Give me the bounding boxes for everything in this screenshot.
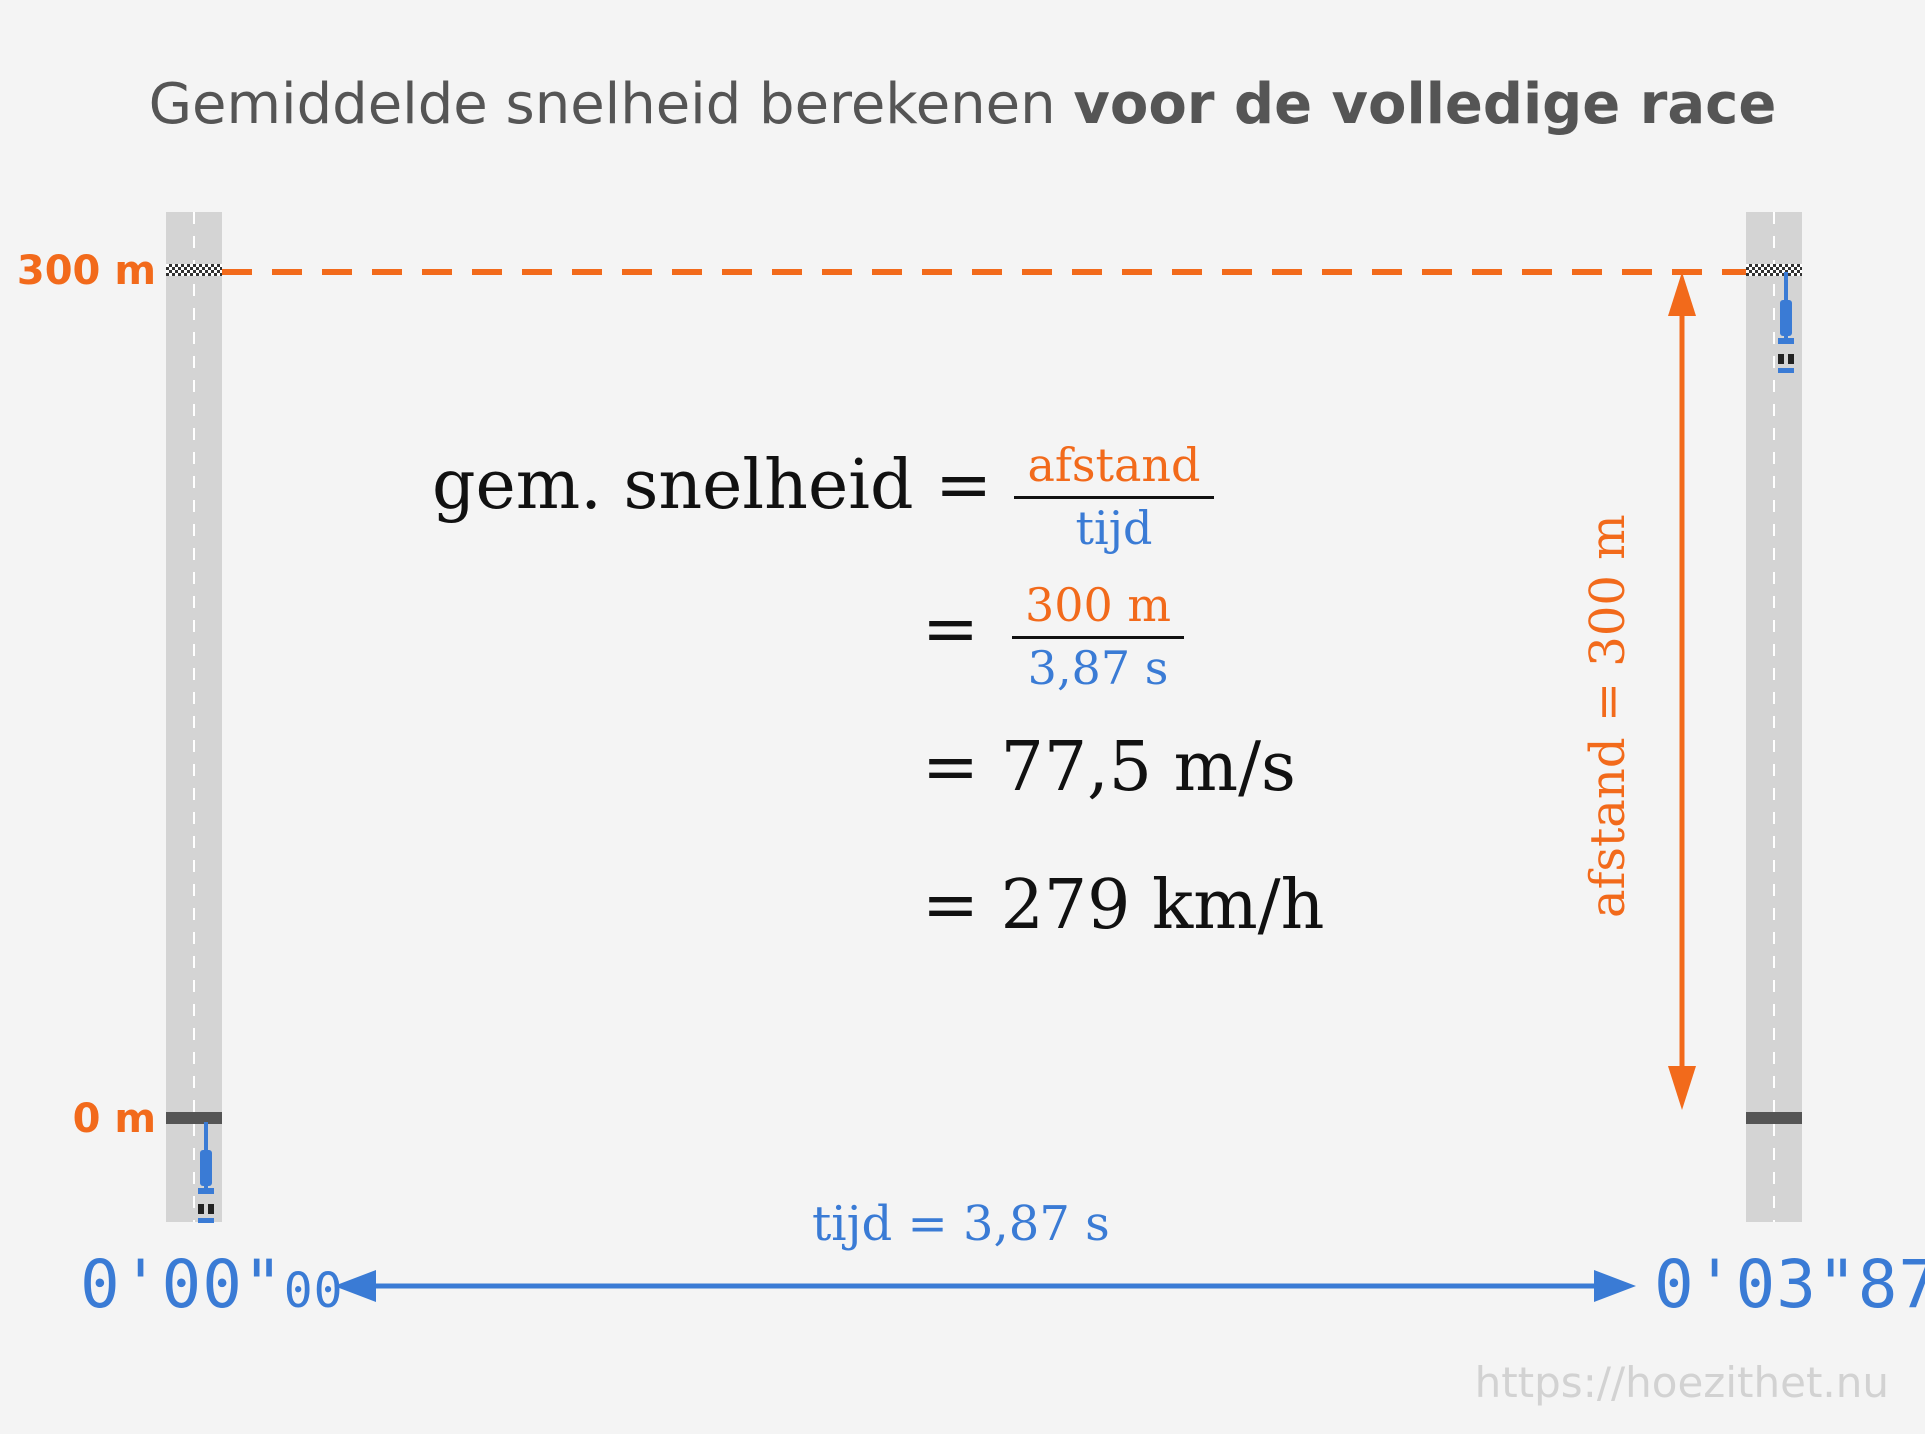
right-track: [1746, 212, 1802, 1222]
formula-lhs: gem. snelheid =: [432, 446, 993, 525]
time-label: tijd = 3,87 s: [812, 1196, 1110, 1252]
left-start-line: [166, 1112, 222, 1124]
formula-eq-2: =: [922, 590, 979, 669]
clock-start: 0'00"00: [80, 1246, 343, 1323]
clock-start-small: 00: [283, 1263, 344, 1319]
title-bold: voor de volledige race: [1073, 72, 1777, 137]
fraction-values-denominator: 3,87 s: [1027, 641, 1169, 695]
clock-start-main: 0'00": [80, 1246, 284, 1323]
fraction-definition-bar: [1014, 496, 1214, 499]
watermark: https://hoezithet.nu: [1474, 1358, 1889, 1407]
car-finish-icon: [1778, 272, 1794, 373]
time-arrow-head-right: [1594, 1270, 1636, 1302]
distance-label: afstand = 300 m: [1580, 514, 1636, 918]
clock-end-main: 0'03": [1654, 1246, 1858, 1323]
distance-arrow-head-top: [1668, 272, 1696, 316]
right-lane-dashes: [1773, 212, 1775, 1222]
title-normal: Gemiddelde snelheid berekenen: [148, 72, 1074, 137]
fraction-values-bar: [1012, 636, 1184, 639]
car-start-icon: [198, 1122, 214, 1223]
page-title: Gemiddelde snelheid berekenen voor de vo…: [0, 72, 1925, 137]
formula-result-ms: = 77,5 m/s: [922, 728, 1296, 807]
fraction-definition: afstand tijd: [1014, 438, 1214, 555]
time-arrow-head-left: [334, 1270, 376, 1302]
right-start-line: [1746, 1112, 1802, 1124]
clock-end-small: 87: [1857, 1246, 1925, 1323]
left-track: [166, 212, 222, 1222]
fraction-definition-numerator: afstand: [1027, 438, 1201, 492]
left-finish-line: [166, 264, 222, 276]
marker-0m: 0 m: [72, 1096, 156, 1142]
marker-300m: 300 m: [16, 248, 156, 294]
fraction-values-numerator: 300 m: [1024, 578, 1172, 632]
formula-result-kmh: = 279 km/h: [922, 866, 1325, 945]
left-lane-dashes: [193, 212, 195, 1222]
fraction-values: 300 m 3,87 s: [1012, 578, 1184, 695]
clock-end: 0'03"87: [1654, 1246, 1925, 1323]
distance-arrow-head-bottom: [1668, 1066, 1696, 1110]
fraction-definition-denominator: tijd: [1075, 501, 1153, 555]
